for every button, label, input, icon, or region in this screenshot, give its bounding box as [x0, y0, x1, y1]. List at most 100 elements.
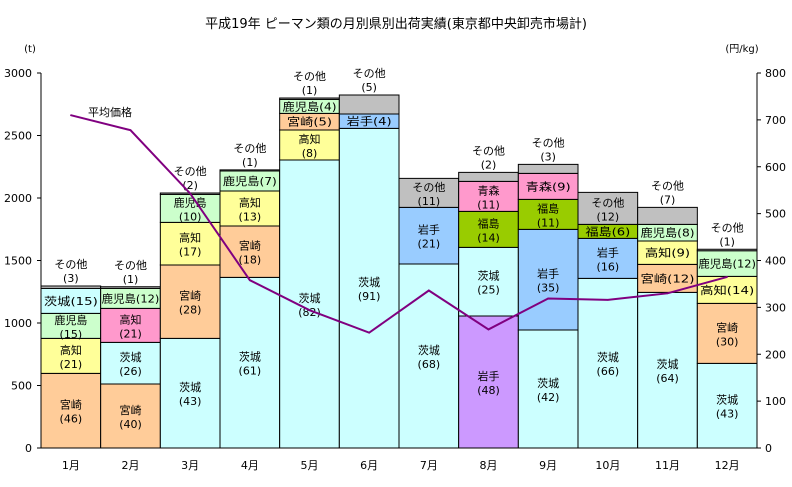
segment-pct-label: (1) — [123, 273, 139, 286]
bar-segment — [100, 286, 161, 289]
segment-pct-label: (17) — [179, 246, 202, 259]
segment-pct-label: (21) — [60, 358, 83, 371]
segment-label: 鹿児島 — [54, 313, 87, 327]
segment-label: 茨城 — [418, 343, 440, 357]
bar-segment — [517, 163, 579, 174]
segment-pct-label: (35) — [537, 282, 560, 295]
bar-segment — [40, 372, 102, 449]
segment-pct-label: (1) — [242, 156, 258, 169]
segment-label: 高知(14) — [700, 283, 754, 297]
segment-pct-label: (40) — [119, 418, 142, 431]
bar-segment — [637, 206, 698, 225]
segment-label: その他 — [353, 67, 386, 80]
x-tick-label: 7月 — [420, 459, 438, 472]
segment-label: 宮崎 — [179, 289, 201, 303]
y2-tick-label: 200 — [765, 348, 786, 361]
segment-label: 宮崎 — [120, 403, 142, 417]
segment-label: 茨城 — [239, 350, 261, 364]
segment-label: 茨城 — [179, 380, 201, 394]
segment-label: 宮崎(12) — [641, 271, 695, 285]
y-tick-label: 1000 — [4, 317, 32, 330]
segment-label: 青森 — [478, 183, 500, 197]
segment-pct-label: (1) — [302, 84, 318, 97]
segment-label: 宮崎 — [716, 320, 738, 334]
bar-segment — [219, 169, 281, 172]
segment-pct-label: (64) — [656, 372, 679, 385]
segment-pct-label: (26) — [119, 365, 142, 378]
bar-segment — [517, 329, 579, 449]
segment-pct-label: (82) — [298, 306, 321, 319]
segment-label: その他 — [711, 221, 744, 234]
price-point — [428, 289, 430, 292]
segment-label: その他 — [233, 142, 266, 155]
y-tick-label: 2000 — [4, 192, 32, 205]
segment-pct-label: (46) — [60, 413, 83, 426]
segment-label: 岩手 — [537, 267, 559, 281]
segment-pct-label: (8) — [302, 147, 318, 160]
segment-label: 高知 — [120, 312, 142, 326]
bar-segment — [398, 177, 460, 208]
segment-label: 鹿児島(12) — [698, 257, 756, 271]
y-tick-label: 0 — [25, 442, 32, 455]
segment-label: 宮崎 — [60, 398, 82, 412]
segment-pct-label: (43) — [716, 408, 739, 421]
segment-label: 岩手 — [597, 245, 619, 259]
y-tick-label: 500 — [11, 380, 32, 393]
segment-pct-label: (18) — [239, 254, 262, 267]
bar-segment — [696, 302, 758, 364]
x-tick-label: 9月 — [539, 459, 557, 472]
segment-pct-label: (30) — [716, 335, 739, 348]
segment-label: 茨城 — [716, 393, 738, 407]
segment-pct-label: (91) — [358, 290, 381, 303]
segment-label: その他 — [651, 179, 684, 192]
segment-label: 福島 — [478, 216, 500, 230]
segment-label: 高知 — [179, 231, 201, 245]
bar-segment — [100, 341, 161, 385]
price-point — [726, 276, 728, 278]
bar-segment — [637, 291, 698, 449]
segment-label: 福島 — [537, 201, 559, 215]
segment-label: 高知 — [60, 343, 82, 357]
segment-pct-label: (21) — [119, 327, 142, 340]
y2-tick-label: 300 — [765, 301, 786, 314]
bar-segment — [696, 248, 758, 252]
segment-label: 茨城(15) — [44, 294, 98, 308]
segment-label: 茨城 — [537, 376, 559, 390]
bar-segment — [458, 246, 519, 317]
price-line — [70, 114, 728, 334]
price-point — [129, 129, 132, 131]
segment-label: 茨城 — [358, 275, 380, 289]
segment-label: 茨城 — [120, 350, 142, 364]
segment-label: 宮崎 — [239, 239, 261, 253]
y2-axis-unit: (円/kg) — [725, 44, 758, 55]
price-point — [249, 279, 251, 281]
segment-pct-label: (10) — [179, 210, 202, 223]
segment-label: その他 — [293, 70, 326, 83]
bar-segment — [577, 191, 639, 225]
x-tick-label: 3月 — [181, 459, 199, 472]
segment-label: 福島(6) — [585, 224, 630, 238]
bar-segment — [279, 97, 340, 100]
bar-segment — [458, 315, 519, 449]
segment-label: 鹿児島 — [174, 195, 207, 209]
segment-label: 青森(9) — [526, 179, 571, 193]
segment-pct-label: (61) — [239, 365, 262, 378]
y2-tick-label: 600 — [765, 161, 786, 174]
segment-label: その他 — [174, 165, 207, 178]
bar-segment — [458, 210, 519, 248]
price-point — [368, 331, 370, 334]
y2-tick-label: 700 — [765, 114, 786, 127]
segment-label: 宮崎(5) — [287, 115, 332, 129]
segment-pct-label: (7) — [660, 193, 676, 206]
segment-pct-label: (16) — [597, 260, 620, 273]
price-point — [607, 299, 609, 301]
y-tick-label: 2500 — [4, 130, 32, 143]
price-point — [547, 297, 549, 300]
segment-pct-label: (1) — [719, 235, 735, 248]
price-point — [308, 309, 311, 311]
segment-label: 鹿児島(4) — [283, 99, 337, 113]
segment-label: その他 — [472, 144, 505, 157]
segment-pct-label: (43) — [179, 395, 202, 408]
segment-pct-label: (2) — [182, 179, 198, 192]
